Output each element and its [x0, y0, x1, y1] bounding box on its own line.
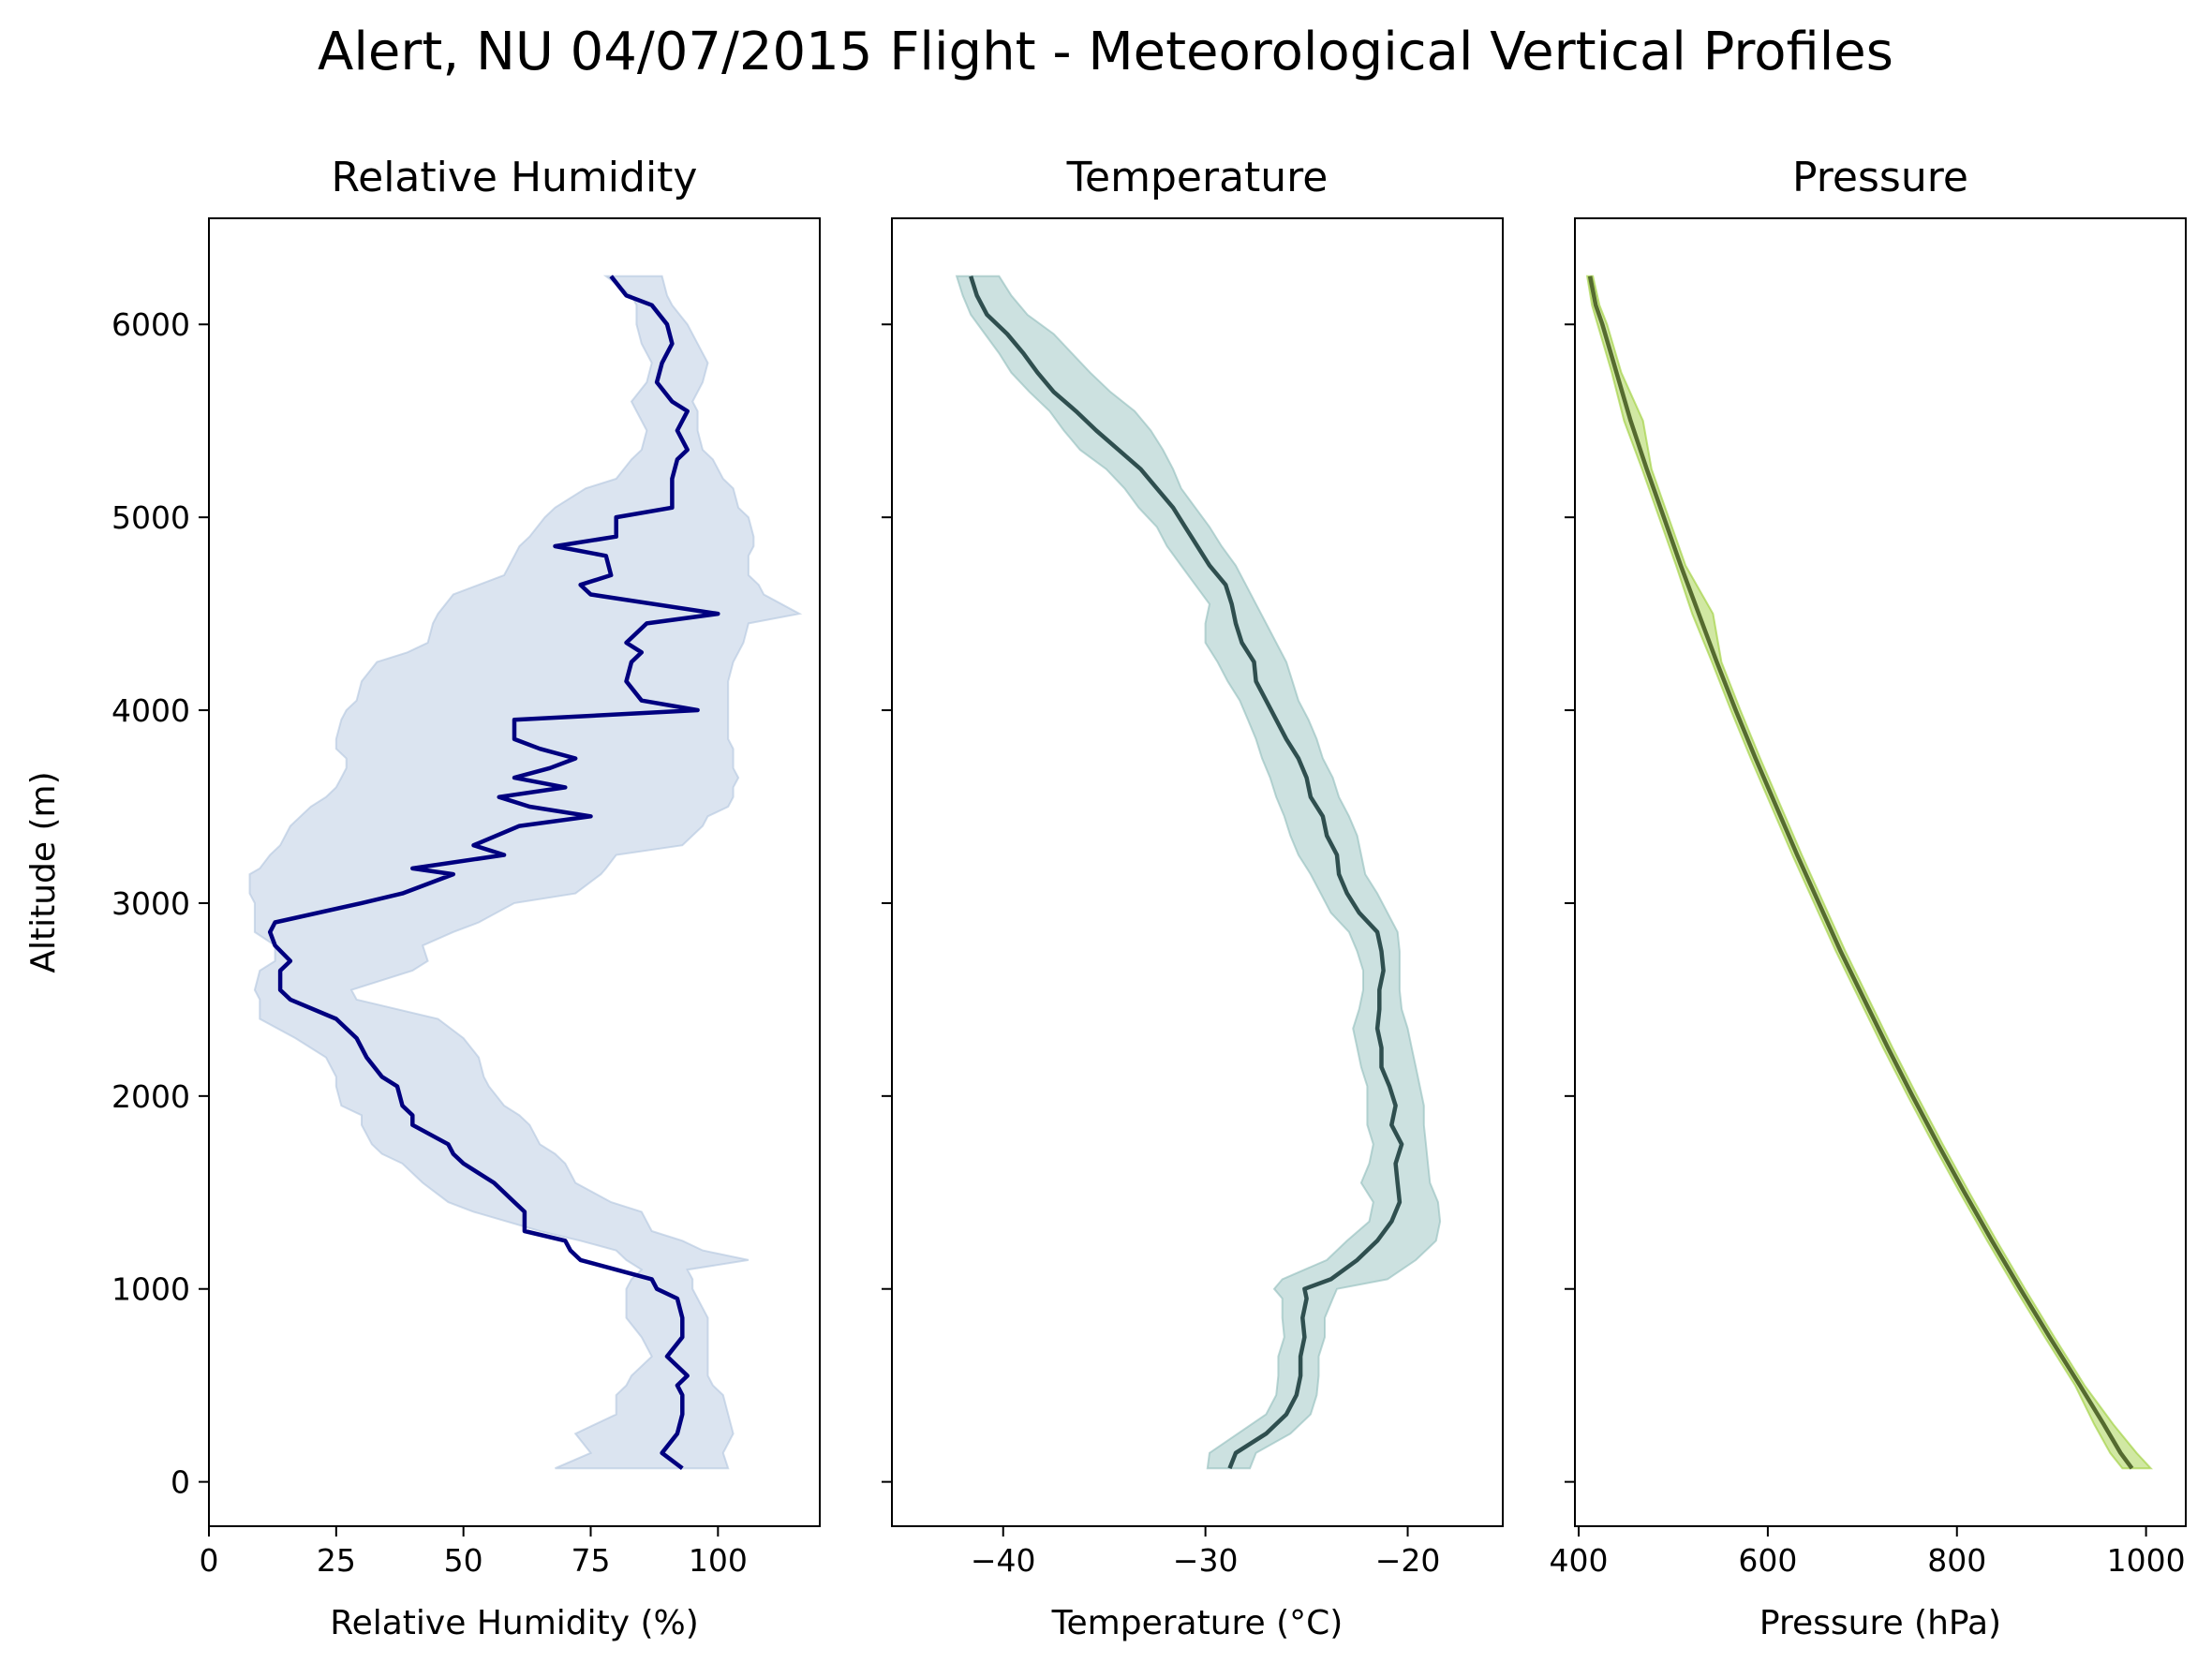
- profile-line: [1587, 275, 2134, 1470]
- x-tick-label: 400: [1550, 1542, 1609, 1579]
- x-tick-label: 1000: [2107, 1542, 2186, 1579]
- figure-title: Alert, NU 04/07/2015 Flight - Meteorolog…: [318, 22, 1893, 82]
- panel-title: Temperature: [1066, 154, 1329, 201]
- y-tick-label: 0: [171, 1464, 190, 1501]
- uncertainty-band: [1585, 275, 2153, 1470]
- profile-line: [267, 275, 720, 1470]
- x-tick-label: −40: [971, 1542, 1036, 1579]
- panel-title: Pressure: [1792, 154, 1968, 201]
- y-tick-label: 5000: [111, 499, 190, 536]
- plot-area: [248, 275, 803, 1470]
- plot-frame: [1574, 217, 2187, 1527]
- x-tick-label: 0: [200, 1542, 219, 1579]
- y-tick-label: 4000: [111, 692, 190, 729]
- plot-area: [955, 275, 1442, 1470]
- panel-temperature: Temperature −40 −30 −20 Temperature (°C): [882, 154, 1504, 1642]
- x-tick-label: −30: [1173, 1542, 1239, 1579]
- y-axis-label: Altitude (m): [24, 771, 63, 973]
- panel-pressure: Pressure 400 600 800 1000 Pressure (hPa): [1550, 154, 2187, 1642]
- plot-frame: [891, 217, 1504, 1527]
- x-axis-label: Relative Humidity (%): [330, 1604, 699, 1642]
- y-tick-label: 3000: [111, 885, 190, 922]
- panel-title: Relative Humidity: [332, 154, 698, 201]
- plot-area: [1585, 275, 2153, 1470]
- x-tick-label: 800: [1927, 1542, 1986, 1579]
- x-tick-label: 100: [689, 1542, 748, 1579]
- uncertainty-band: [248, 275, 803, 1470]
- x-axis-label: Pressure (hPa): [1759, 1604, 2001, 1642]
- plot-frame: [208, 217, 821, 1527]
- panel-relative-humidity: Relative Humidity 0 25 50 75 100 Relative Humi…: [24, 154, 821, 1642]
- x-tick-label: −20: [1375, 1542, 1441, 1579]
- y-tick-label: 2000: [111, 1078, 190, 1115]
- uncertainty-band: [955, 275, 1442, 1470]
- x-tick-label: 50: [444, 1542, 483, 1579]
- x-tick-label: 75: [572, 1542, 611, 1579]
- x-axis-label: Temperature (°C): [1051, 1604, 1344, 1642]
- y-tick-label: 6000: [111, 306, 190, 343]
- y-tick-label: 1000: [111, 1271, 190, 1308]
- x-tick-label: 25: [317, 1542, 356, 1579]
- profile-line: [969, 275, 1404, 1470]
- x-tick-label: 600: [1738, 1542, 1797, 1579]
